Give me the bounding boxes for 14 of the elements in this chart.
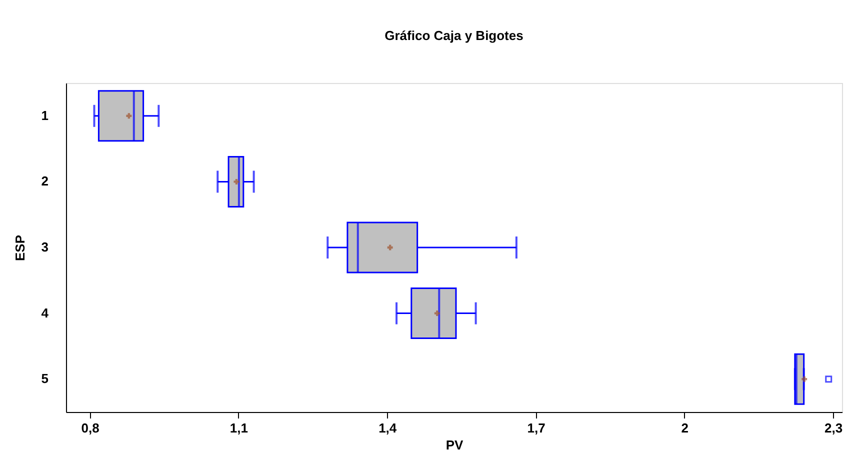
y-tick-label: 3	[41, 240, 48, 254]
x-tick-label: 1,4	[378, 420, 398, 436]
y-tick-label: 5	[41, 371, 48, 386]
x-axis-title: PV	[446, 438, 464, 452]
x-tick-label: 1,1	[230, 420, 248, 436]
y-tick-label: 2	[41, 174, 48, 189]
y-tick-label: 1	[41, 108, 48, 123]
x-tick-label: 2,3	[824, 420, 843, 436]
y-axis-title: ESP	[12, 234, 28, 262]
y-tick-label: 4	[41, 305, 50, 320]
x-tick-label: 0,8	[81, 420, 100, 436]
x-tick-label: 1,7	[527, 420, 546, 436]
x-tick-label: 2	[681, 420, 689, 436]
chart-title: Gráfico Caja y Bigotes	[384, 28, 524, 43]
